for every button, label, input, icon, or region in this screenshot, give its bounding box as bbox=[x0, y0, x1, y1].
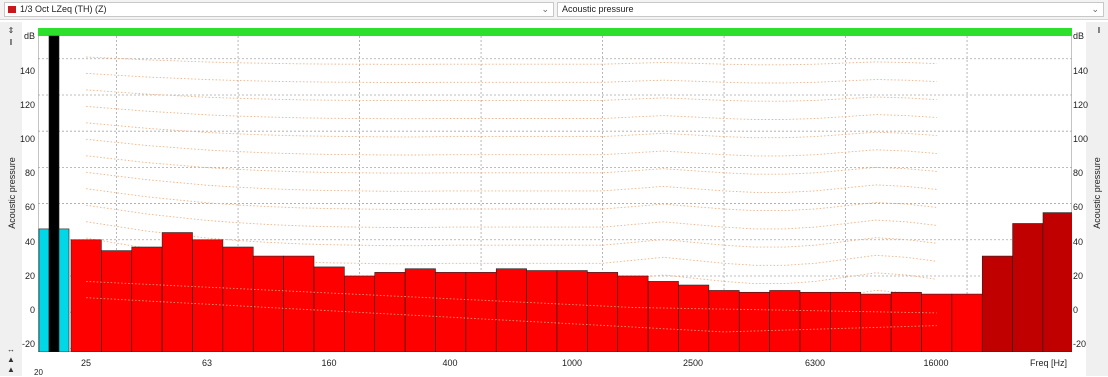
scale-updown-icon[interactable]: ⇕ bbox=[7, 26, 15, 35]
band-bar bbox=[344, 275, 376, 352]
quantity-selector[interactable]: Acoustic pressure ⌄ bbox=[557, 2, 1104, 17]
band-bar bbox=[252, 255, 284, 352]
cursor-icon[interactable]: I bbox=[1097, 26, 1101, 35]
x-tick-label: 1000 bbox=[561, 358, 583, 368]
band-bar bbox=[101, 250, 133, 352]
band-bar bbox=[283, 255, 315, 352]
band-bar bbox=[617, 275, 649, 352]
band-bar bbox=[1042, 212, 1072, 352]
band-bar bbox=[981, 255, 1013, 352]
reference-curve bbox=[86, 254, 937, 285]
overall-bar bbox=[38, 228, 50, 352]
y-tick-label: 0 bbox=[1073, 305, 1079, 315]
toolbar: 1/3 Oct LZeq (TH) (Z) ⌄ Acoustic pressur… bbox=[0, 0, 1108, 20]
band-bar bbox=[799, 291, 831, 352]
spectrum-chart[interactable] bbox=[38, 28, 1072, 352]
band-bar bbox=[830, 291, 862, 352]
band-bar bbox=[738, 291, 770, 352]
x-tick-label: 2500 bbox=[682, 358, 704, 368]
y-tick-label: 140 bbox=[1073, 66, 1089, 76]
scroll-up-icon[interactable]: ▲ bbox=[7, 355, 15, 364]
band-bar bbox=[465, 272, 497, 352]
y-tick-label: -20 bbox=[21, 339, 35, 349]
overall-bar bbox=[58, 228, 70, 352]
y-tick-label: 40 bbox=[1073, 237, 1084, 247]
band-bar bbox=[495, 268, 527, 352]
quantity-selector-label: Acoustic pressure bbox=[562, 4, 634, 14]
left-axis-toolbar: ⇕ I ↔ ▲ ▲ bbox=[0, 22, 22, 376]
y-tick-label: 80 bbox=[1073, 168, 1084, 178]
y-tick-label: 100 bbox=[1073, 134, 1089, 144]
band-bar bbox=[556, 270, 588, 352]
band-bar bbox=[131, 246, 163, 352]
left-unit-label: dB bbox=[24, 31, 36, 41]
band-bar bbox=[769, 290, 801, 352]
band-bar bbox=[526, 270, 558, 352]
y-tick-label: 60 bbox=[24, 202, 35, 212]
x-tick-label: 25 bbox=[80, 358, 91, 368]
y-tick-label: 20 bbox=[24, 271, 35, 281]
band-bar bbox=[192, 239, 224, 352]
y-tick-label: 40 bbox=[24, 237, 35, 247]
band-bar bbox=[404, 268, 436, 352]
chevron-down-icon: ⌄ bbox=[541, 4, 549, 14]
band-bar bbox=[890, 291, 922, 352]
band-bar bbox=[708, 290, 740, 352]
x-tick-label: 160 bbox=[321, 358, 337, 368]
x-tick-label: 16000 bbox=[923, 358, 949, 368]
band-bar bbox=[587, 272, 619, 352]
band-bar bbox=[647, 281, 679, 352]
overall-bar bbox=[48, 35, 60, 352]
below-axis-label: 20 bbox=[34, 368, 43, 377]
band-bar bbox=[70, 239, 102, 352]
band-bar bbox=[921, 293, 953, 352]
left-axis-title: Acoustic pressure bbox=[7, 157, 17, 229]
band-bar bbox=[678, 284, 710, 352]
x-axis-title: Freq [Hz] bbox=[1030, 358, 1068, 368]
y-tick-label: 0 bbox=[29, 305, 35, 315]
right-axis-toolbar: I bbox=[1086, 22, 1108, 376]
y-tick-label: 140 bbox=[19, 66, 35, 76]
expand-icon[interactable]: ↔ bbox=[7, 345, 15, 354]
x-tick-label: 6300 bbox=[804, 358, 826, 368]
reference-curve bbox=[86, 237, 937, 266]
y-tick-label: 20 bbox=[1073, 271, 1084, 281]
band-bar bbox=[1012, 223, 1044, 352]
x-tick-label: 400 bbox=[442, 358, 458, 368]
right-axis-title: Acoustic pressure bbox=[1092, 157, 1102, 229]
band-bar bbox=[222, 246, 254, 352]
y-tick-label: -20 bbox=[1073, 339, 1087, 349]
y-tick-label: 120 bbox=[19, 100, 35, 110]
reference-curve bbox=[86, 221, 937, 248]
series-color-swatch bbox=[8, 6, 16, 13]
band-bar bbox=[860, 293, 892, 352]
y-tick-label: 80 bbox=[24, 168, 35, 178]
band-bar bbox=[161, 232, 193, 352]
band-bar bbox=[313, 266, 345, 352]
overload-indicator bbox=[38, 28, 1072, 36]
y-tick-label: 60 bbox=[1073, 202, 1084, 212]
cursor-icon[interactable]: I bbox=[9, 38, 13, 47]
chevron-down-icon: ⌄ bbox=[1091, 4, 1099, 14]
scroll-down-icon[interactable]: ▲ bbox=[7, 365, 15, 374]
band-bar bbox=[951, 293, 983, 352]
series-selector-label: 1/3 Oct LZeq (TH) (Z) bbox=[20, 4, 107, 14]
band-bar bbox=[435, 272, 467, 352]
band-bar bbox=[374, 272, 406, 352]
x-tick-label: 63 bbox=[201, 358, 212, 368]
right-unit-label: dB bbox=[1073, 31, 1085, 41]
y-tick-label: 120 bbox=[1073, 100, 1089, 110]
y-tick-label: 100 bbox=[19, 134, 35, 144]
series-selector[interactable]: 1/3 Oct LZeq (TH) (Z) ⌄ bbox=[4, 2, 554, 17]
